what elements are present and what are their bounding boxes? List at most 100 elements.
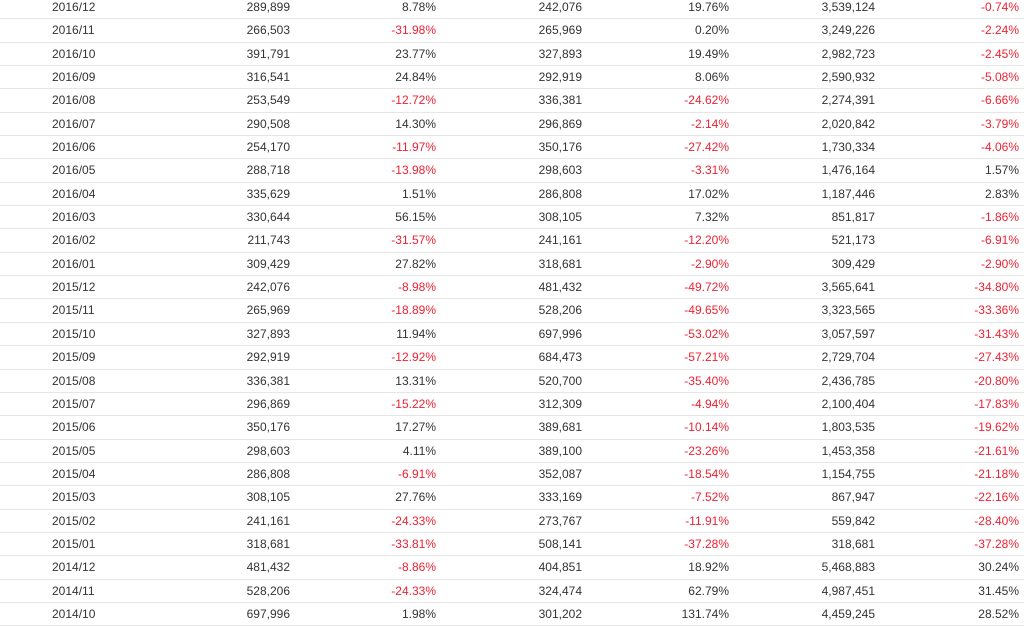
cumulative-cell: 309,429 bbox=[831, 256, 875, 271]
month-cell: 2014/11 bbox=[52, 583, 95, 598]
compare-change-cell: -49.65% bbox=[684, 303, 729, 318]
cumulative-cell: 2,274,391 bbox=[821, 93, 875, 108]
compare-change-cell: -57.21% bbox=[684, 350, 729, 365]
cumulative-change-cell: -5.08% bbox=[980, 70, 1019, 85]
compare-change-cell: -18.54% bbox=[684, 466, 729, 481]
table-row: 2015/04 286,808 -6.91% 352,087 -18.54% 1,154,… bbox=[0, 463, 1024, 487]
month-cell: 2014/10 bbox=[52, 606, 96, 621]
table-row: 2016/03 330,644 56.15% 308,105 7.32% 851,817 -… bbox=[0, 206, 1024, 230]
table-row: 2015/07 296,869 -15.22% 312,309 -4.94% 2,100,… bbox=[0, 393, 1024, 417]
table-row: 2016/12 289,899 8.78% 242,076 19.76% 3,539,12… bbox=[0, 0, 1024, 20]
month-cell: 2016/08 bbox=[52, 93, 96, 108]
month-cell: 2015/06 bbox=[52, 420, 96, 435]
compare-change-cell: 8.06% bbox=[694, 70, 729, 85]
change-cell: -6.91% bbox=[397, 466, 436, 481]
compare-change-cell: -53.02% bbox=[684, 326, 729, 341]
value-cell: 350,176 bbox=[246, 420, 290, 435]
table-row: 2015/12 242,076 -8.98% 481,432 -49.72% 3,565,… bbox=[0, 276, 1024, 300]
cumulative-cell: 2,020,842 bbox=[821, 116, 875, 131]
compare-value-cell: 327,893 bbox=[538, 46, 582, 61]
compare-change-cell: 0.20% bbox=[694, 23, 729, 38]
month-cell: 2015/09 bbox=[52, 350, 96, 365]
cumulative-change-cell: -4.06% bbox=[980, 140, 1019, 155]
table-row: 2016/09 316,541 24.84% 292,919 8.06% 2,590,93… bbox=[0, 66, 1024, 90]
month-cell: 2016/01 bbox=[52, 256, 96, 271]
cumulative-change-cell: 31.45% bbox=[978, 583, 1019, 598]
change-cell: 24.84% bbox=[395, 70, 436, 85]
change-cell: 17.27% bbox=[395, 420, 436, 435]
change-cell: -11.97% bbox=[392, 140, 436, 155]
cumulative-cell: 3,057,597 bbox=[821, 326, 875, 341]
change-cell: -12.72% bbox=[391, 93, 436, 108]
table-row: 2015/01 318,681 -33.81% 508,141 -37.28% 318,6… bbox=[0, 533, 1024, 557]
value-cell: 335,629 bbox=[246, 186, 290, 201]
value-cell: 254,170 bbox=[246, 140, 290, 155]
month-cell: 2015/10 bbox=[52, 326, 96, 341]
value-cell: 327,893 bbox=[246, 326, 290, 341]
compare-value-cell: 697,996 bbox=[538, 326, 582, 341]
compare-change-cell: -27.42% bbox=[684, 140, 729, 155]
value-cell: 330,644 bbox=[246, 210, 290, 225]
change-cell: -8.86% bbox=[397, 560, 436, 575]
compare-value-cell: 318,681 bbox=[538, 256, 582, 271]
cumulative-change-cell: 30.24% bbox=[978, 560, 1019, 575]
table-row: 2015/06 350,176 17.27% 389,681 -10.14% 1,803,… bbox=[0, 416, 1024, 440]
table-row: 2016/11 266,503 -31.98% 265,969 0.20% 3,249,2… bbox=[0, 19, 1024, 43]
compare-value-cell: 296,869 bbox=[538, 116, 582, 131]
month-cell: 2015/04 bbox=[52, 466, 96, 481]
table-row: 2014/12 481,432 -8.86% 404,851 18.92% 5,468,8… bbox=[0, 556, 1024, 580]
table-row: 2014/11 528,206 -24.33% 324,474 62.79% 4,987,… bbox=[0, 580, 1024, 603]
month-cell: 2015/07 bbox=[52, 396, 96, 411]
cumulative-cell: 3,539,124 bbox=[821, 0, 875, 14]
cumulative-change-cell: -6.66% bbox=[980, 93, 1019, 108]
compare-value-cell: 481,432 bbox=[538, 280, 582, 295]
cumulative-change-cell: -21.18% bbox=[974, 466, 1019, 481]
compare-value-cell: 292,919 bbox=[538, 70, 582, 85]
month-cell: 2016/04 bbox=[52, 186, 96, 201]
change-cell: 8.78% bbox=[401, 0, 436, 14]
cumulative-change-cell: 28.52% bbox=[978, 606, 1019, 621]
compare-value-cell: 333,169 bbox=[538, 490, 582, 505]
cumulative-cell: 1,730,334 bbox=[821, 140, 875, 155]
compare-change-cell: -11.91% bbox=[685, 513, 729, 528]
month-cell: 2016/11 bbox=[52, 23, 95, 38]
cumulative-cell: 5,468,883 bbox=[821, 560, 875, 575]
change-cell: 14.30% bbox=[395, 116, 436, 131]
value-cell: 241,161 bbox=[246, 513, 290, 528]
change-cell: -24.33% bbox=[391, 513, 436, 528]
table-row: 2016/10 391,791 23.77% 327,893 19.49% 2,982,7… bbox=[0, 43, 1024, 67]
value-cell: 336,381 bbox=[246, 373, 290, 388]
value-cell: 290,508 bbox=[246, 116, 290, 131]
cumulative-cell: 318,681 bbox=[831, 536, 875, 551]
compare-change-cell: -7.52% bbox=[690, 490, 729, 505]
compare-value-cell: 242,076 bbox=[538, 0, 582, 14]
cumulative-cell: 1,476,164 bbox=[821, 163, 875, 178]
compare-change-cell: 19.76% bbox=[688, 0, 729, 14]
cumulative-change-cell: -3.79% bbox=[980, 116, 1019, 131]
compare-value-cell: 404,851 bbox=[538, 560, 582, 575]
compare-value-cell: 241,161 bbox=[538, 233, 582, 248]
cumulative-change-cell: -33.36% bbox=[974, 303, 1019, 318]
value-cell: 289,899 bbox=[246, 0, 290, 14]
cumulative-change-cell: -17.83% bbox=[974, 396, 1019, 411]
cumulative-cell: 521,173 bbox=[831, 233, 875, 248]
cumulative-cell: 3,323,565 bbox=[821, 303, 875, 318]
cumulative-change-cell: -31.43% bbox=[974, 326, 1019, 341]
value-cell: 316,541 bbox=[246, 70, 290, 85]
table-row: 2015/05 298,603 4.11% 389,100 -23.26% 1,453,3… bbox=[0, 440, 1024, 463]
month-cell: 2016/09 bbox=[52, 70, 96, 85]
compare-change-cell: 62.79% bbox=[688, 583, 729, 598]
table-row: 2015/08 336,381 13.31% 520,700 -35.40% 2,436,… bbox=[0, 370, 1024, 393]
cumulative-change-cell: -34.80% bbox=[974, 280, 1019, 295]
change-cell: 27.82% bbox=[395, 256, 436, 271]
value-cell: 266,503 bbox=[246, 23, 290, 38]
value-cell: 309,429 bbox=[246, 256, 290, 271]
compare-value-cell: 350,176 bbox=[538, 140, 582, 155]
change-cell: -33.81% bbox=[391, 536, 436, 551]
month-cell: 2016/05 bbox=[52, 163, 96, 178]
value-cell: 528,206 bbox=[246, 583, 290, 598]
table-row: 2015/03 308,105 27.76% 333,169 -7.52% 867,947… bbox=[0, 486, 1024, 510]
cumulative-change-cell: 1.57% bbox=[984, 163, 1019, 178]
compare-value-cell: 389,100 bbox=[538, 443, 582, 458]
cumulative-change-cell: -20.80% bbox=[974, 373, 1019, 388]
